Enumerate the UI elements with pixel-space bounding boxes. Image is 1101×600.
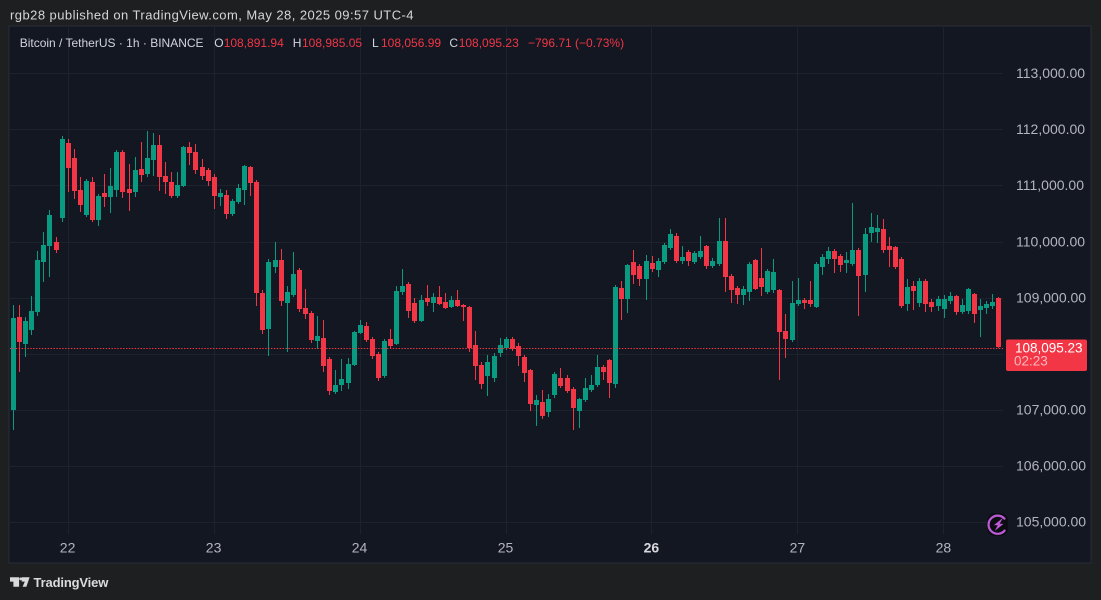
svg-text:22: 22: [60, 539, 76, 555]
svg-text:TradingView: TradingView: [34, 575, 110, 590]
svg-text:113,000.00: 113,000.00: [1016, 65, 1085, 81]
svg-text:L: L: [372, 36, 379, 50]
svg-text:Bitcoin / TetherUS · 1h · BINA: Bitcoin / TetherUS · 1h · BINANCE: [20, 36, 204, 50]
svg-text:25: 25: [498, 539, 514, 555]
svg-text:23: 23: [206, 539, 222, 555]
svg-text:26: 26: [644, 539, 660, 555]
svg-text:110,000.00: 110,000.00: [1016, 233, 1085, 249]
svg-text:27: 27: [790, 539, 806, 555]
svg-text:108,985.05: 108,985.05: [302, 36, 362, 50]
svg-text:105,000.00: 105,000.00: [1016, 514, 1086, 530]
svg-text:H: H: [293, 36, 302, 50]
svg-text:112,000.00: 112,000.00: [1016, 121, 1085, 137]
svg-text:106,000.00: 106,000.00: [1016, 458, 1086, 474]
svg-text:108,056.99: 108,056.99: [381, 36, 441, 50]
svg-text:rgb28 published on TradingView: rgb28 published on TradingView.com, May …: [10, 8, 414, 23]
svg-text:108,891.94: 108,891.94: [224, 36, 284, 50]
svg-text:108,095.23: 108,095.23: [1015, 341, 1083, 356]
svg-text:−796.71 (−0.73%): −796.71 (−0.73%): [528, 36, 624, 50]
svg-text:C: C: [449, 36, 458, 50]
svg-text:107,000.00: 107,000.00: [1016, 402, 1086, 418]
svg-text:02:23: 02:23: [1014, 353, 1048, 368]
svg-text:O: O: [214, 36, 223, 50]
svg-text:24: 24: [352, 539, 368, 555]
svg-text:108,095.23: 108,095.23: [459, 36, 519, 50]
svg-text:111,000.00: 111,000.00: [1016, 177, 1084, 193]
svg-text:28: 28: [936, 539, 952, 555]
svg-text:109,000.00: 109,000.00: [1016, 289, 1086, 305]
